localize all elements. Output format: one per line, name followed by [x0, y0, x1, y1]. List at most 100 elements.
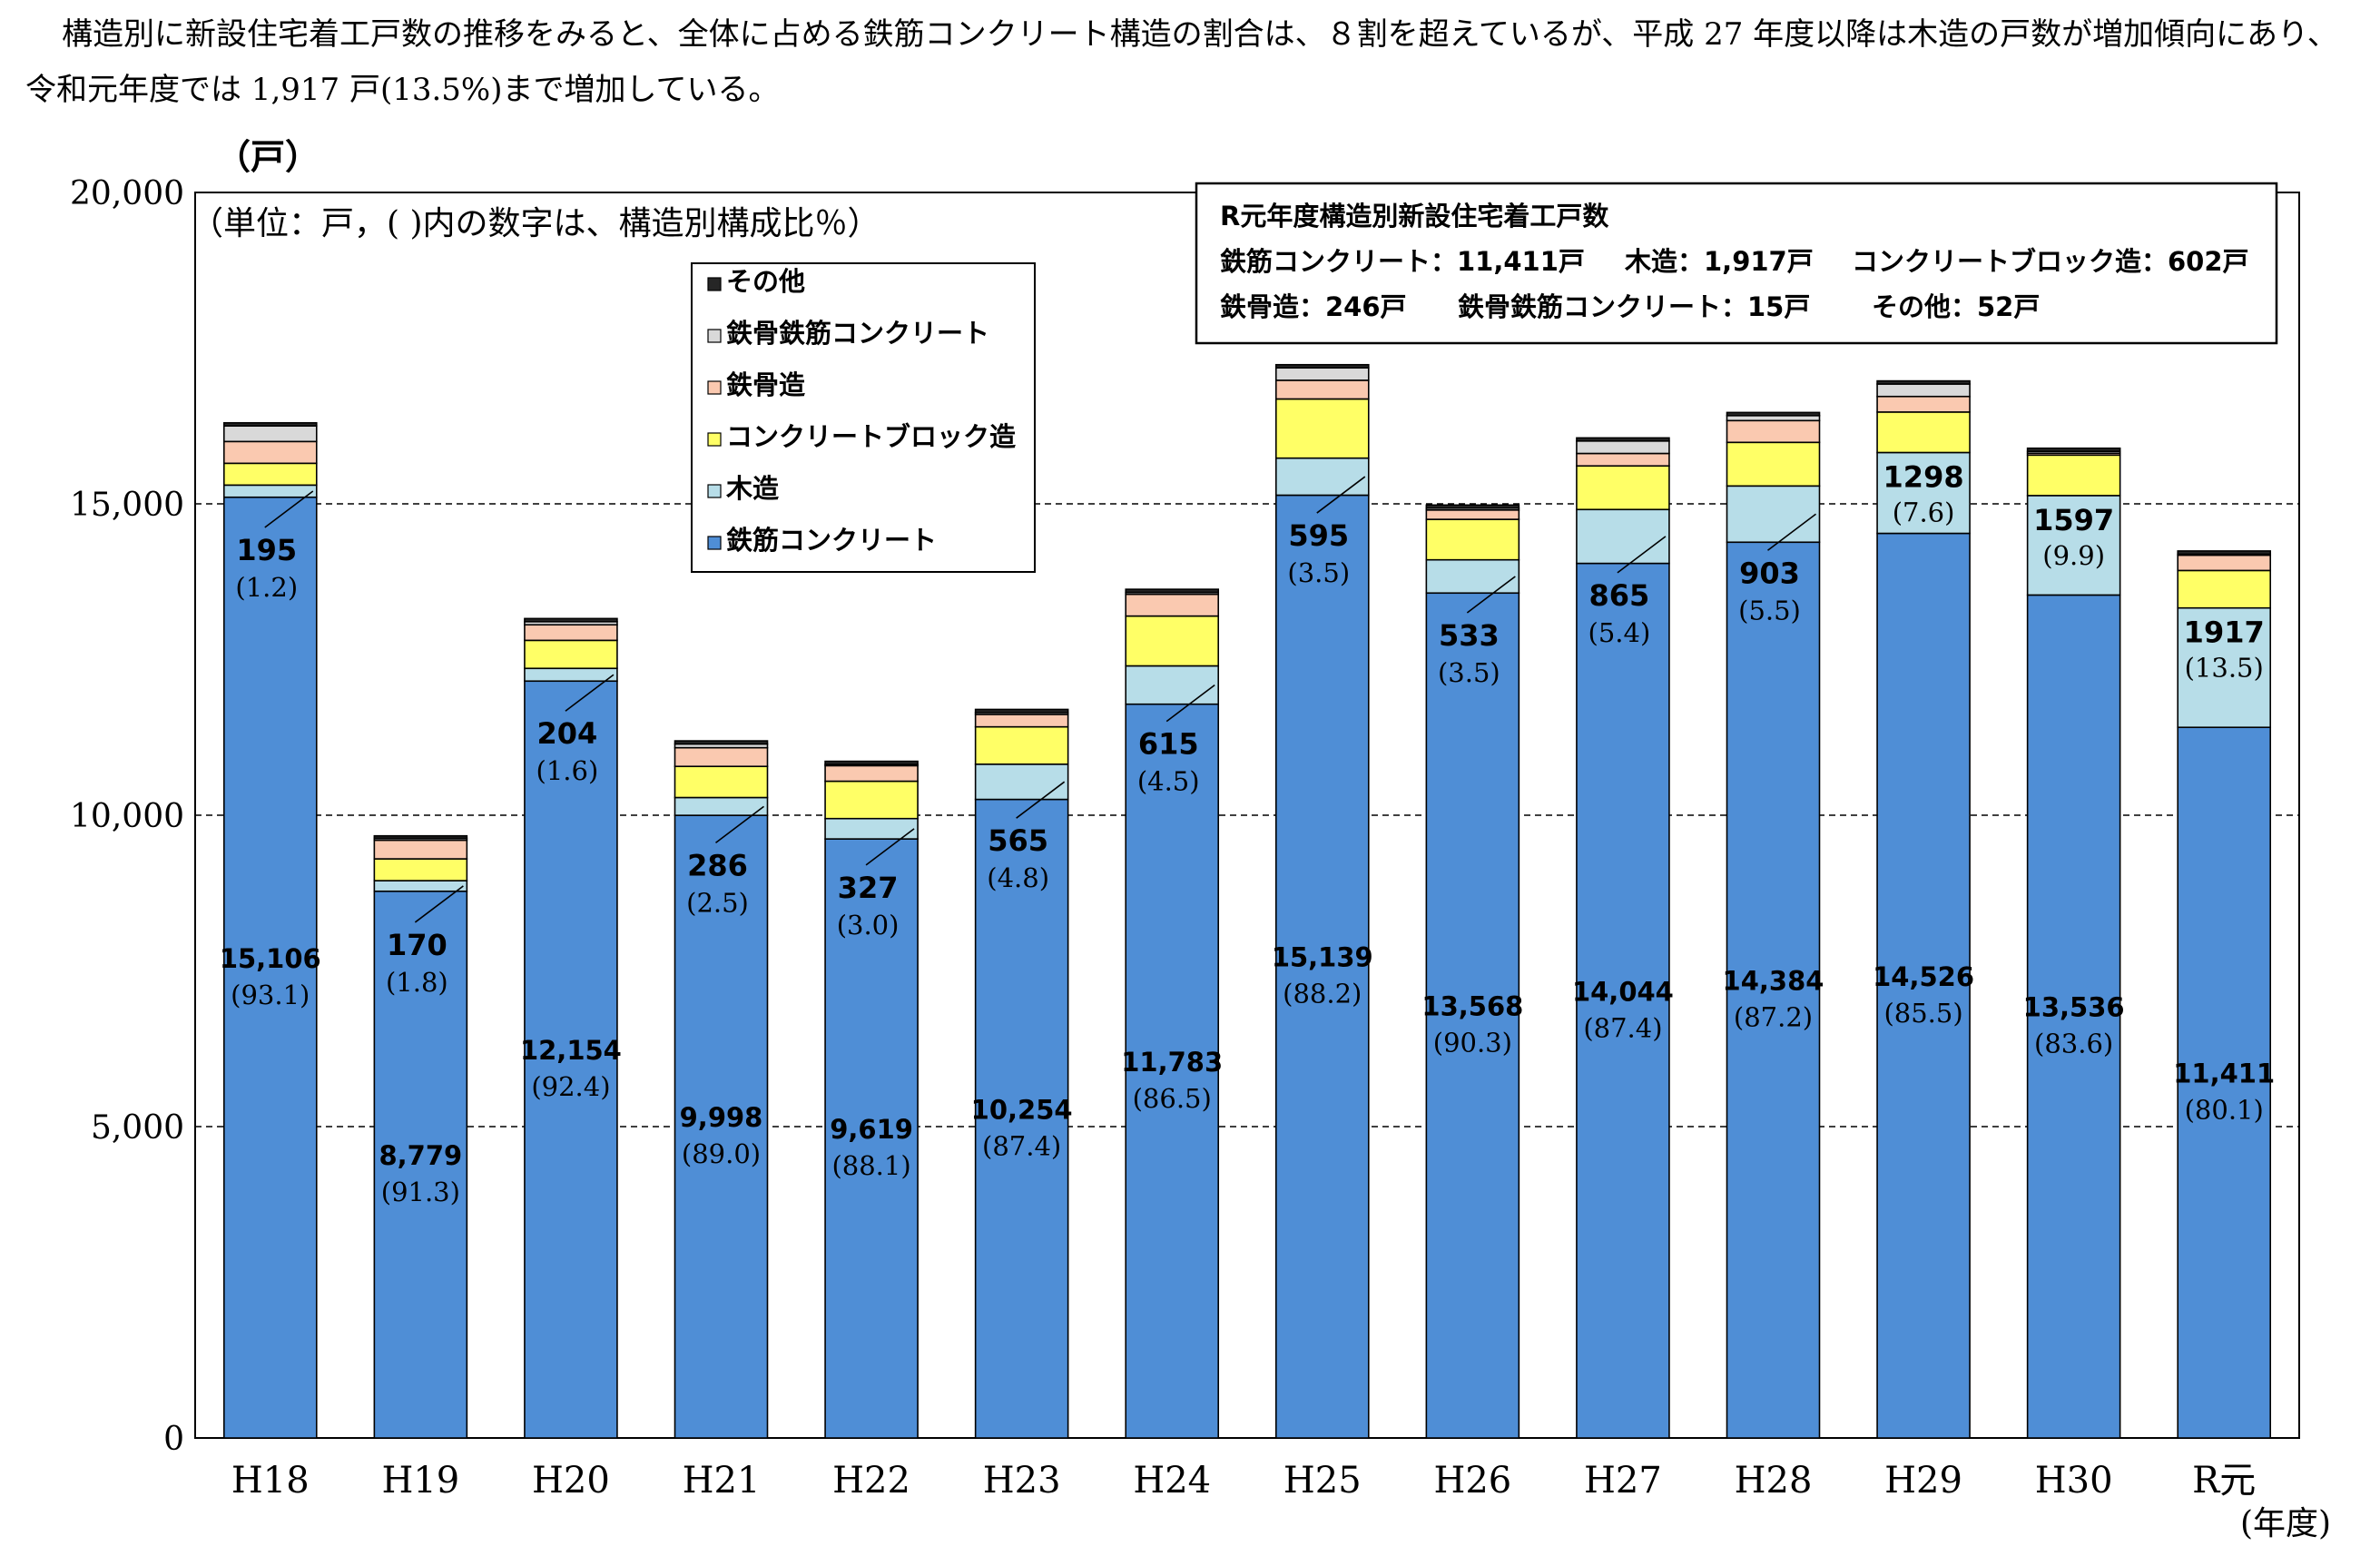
legend-label-block: コンクリートブロック造 — [726, 421, 1016, 452]
info-box-other: その他：52戸 — [1872, 291, 2040, 322]
wood-leader-line — [1617, 536, 1667, 574]
rc-value-label: 12,154 — [520, 1035, 622, 1066]
bar-segment-steel — [222, 440, 318, 465]
wood-pct-label: (1.2) — [235, 572, 298, 603]
info-box-rc: 鉄筋コンクリート：11,411戸 — [1220, 246, 1585, 277]
wood-pct-label: (1.6) — [536, 755, 599, 786]
rc-pct-label: (93.1) — [231, 980, 310, 1010]
y-axis: 0 5,000 10,000 15,000 20,000 — [70, 175, 184, 1458]
legend-label-src: 鉄骨鉄筋コンクリート — [726, 318, 989, 349]
info-box: R元年度構造別新設住宅着工戸数 鉄筋コンクリート：11,411戸 木造：1,91… — [1195, 182, 2278, 345]
wood-value-label: 204 — [537, 716, 598, 751]
bar-segment-src — [1576, 439, 1670, 455]
bar-segment-wood — [2177, 606, 2272, 729]
bar-segment-other — [974, 708, 1069, 714]
wood-pct-label: (4.5) — [1137, 766, 1200, 797]
x-tick-label: H20 — [532, 1460, 610, 1502]
bar-segment-block — [1876, 411, 1971, 454]
rc-pct-label: (87.2) — [1734, 1002, 1813, 1033]
bar-segment-other — [1274, 363, 1370, 369]
bar-segment-other — [222, 421, 318, 427]
bar-segment-other — [824, 760, 919, 765]
bar-segment-other — [674, 740, 769, 745]
wood-pct-label: (7.6) — [1893, 497, 1955, 527]
x-tick-label: R元 — [2192, 1460, 2256, 1502]
bar-segment-other — [1726, 411, 1821, 417]
bar-segment-block — [2177, 569, 2272, 609]
bar-segment-steel — [373, 839, 468, 860]
x-axis-unit-label: (年度) — [2240, 1505, 2331, 1542]
rc-value-label: 9,619 — [830, 1114, 913, 1145]
x-tick-label: H26 — [1433, 1460, 1511, 1502]
legend-box — [691, 262, 1036, 573]
wood-pct-label: (5.4) — [1588, 617, 1651, 648]
rc-value-label: 11,411 — [2173, 1059, 2275, 1089]
legend-swatch-other — [707, 277, 722, 291]
bar-segment-block — [1274, 398, 1370, 459]
bar-segment-rc — [2026, 594, 2121, 1439]
wood-pct-label: (1.8) — [386, 967, 448, 998]
rc-pct-label: (85.5) — [1883, 998, 1962, 1029]
wood-value-label: 1597 — [2033, 503, 2114, 537]
x-tick-label: H29 — [1884, 1460, 1962, 1502]
wood-value-label: 865 — [1589, 578, 1650, 613]
wood-pct-label: (9.9) — [2042, 540, 2105, 571]
bar-segment-wood — [1576, 508, 1670, 565]
bar-segment-block — [1425, 518, 1520, 561]
rc-pct-label: (88.2) — [1283, 979, 1362, 1009]
legend-label-steel: 鉄骨造 — [726, 369, 805, 400]
legend-swatch-wood — [707, 484, 722, 498]
bar-segment-steel — [1274, 379, 1370, 400]
legend-swatch-rc — [707, 536, 722, 550]
rc-value-label: 10,254 — [971, 1094, 1073, 1125]
wood-leader-line — [1466, 576, 1516, 614]
x-axis: H18 H19 H20 H21 H22 H23 H24 H25 H26 H27 H28 H29 H30 R… — [231, 1460, 2256, 1502]
bar-segment-wood — [373, 880, 468, 892]
bar-segment-rc — [1876, 532, 1971, 1439]
bar-segment-rc — [373, 890, 468, 1439]
info-box-title: R元年度構造別新設住宅着工戸数 — [1220, 201, 1609, 231]
bar-segment-wood — [1274, 457, 1370, 497]
wood-leader-line — [1016, 781, 1066, 819]
x-tick-label: H21 — [683, 1460, 761, 1502]
rc-pct-label: (92.4) — [531, 1071, 610, 1102]
wood-leader-line — [1767, 513, 1816, 551]
bar-segment-block — [2026, 454, 2121, 497]
info-box-steel: 鉄骨造：246戸 — [1220, 291, 1407, 322]
bar-segment-steel — [2177, 554, 2272, 572]
bar-segment-wood — [2026, 495, 2121, 596]
rc-value-label: 14,526 — [1873, 961, 1974, 992]
bar-segment-block — [824, 780, 919, 820]
rc-pct-label: (91.3) — [381, 1177, 460, 1207]
rc-value-label: 14,384 — [1723, 966, 1824, 997]
wood-value-label: 327 — [838, 871, 899, 905]
rc-value-label: 11,783 — [1121, 1047, 1223, 1078]
bar-segment-steel — [1125, 593, 1220, 617]
rc-value-label: 9,998 — [680, 1102, 763, 1133]
rc-pct-label: (90.3) — [1433, 1028, 1512, 1059]
bar-segment-wood — [1876, 451, 1971, 535]
intro-paragraph: 構造別に新設住宅着工戸数の推移をみると、全体に占める鉄筋コンクリート構造の割合は… — [25, 16, 2338, 108]
bar-segment-rc — [1576, 562, 1670, 1439]
bar-segment-wood — [1726, 485, 1821, 544]
bar-segment-rc — [1274, 494, 1370, 1439]
wood-value-label: 615 — [1138, 727, 1199, 762]
bar-segment-steel — [1425, 508, 1520, 520]
wood-leader-line — [1316, 476, 1366, 514]
wood-value-label: 1917 — [2184, 616, 2265, 650]
bar-segment-rc — [524, 680, 618, 1439]
wood-leader-line — [865, 828, 915, 866]
bar-segment-other — [1425, 504, 1520, 509]
y-axis-unit-label: （戸） — [216, 136, 320, 177]
bar-segment-steel — [674, 746, 769, 768]
rc-pct-label: (86.5) — [1133, 1083, 1212, 1114]
y-tick-label: 20,000 — [70, 175, 184, 212]
rc-value-label: 14,044 — [1572, 976, 1674, 1007]
wood-pct-label: (3.5) — [1287, 557, 1350, 588]
rc-pct-label: (88.1) — [831, 1150, 910, 1181]
rc-value-label: 13,568 — [1421, 991, 1523, 1022]
wood-value-label: 595 — [1288, 518, 1349, 553]
bar-segment-steel — [974, 714, 1069, 728]
bar-segment-other — [1125, 588, 1220, 594]
